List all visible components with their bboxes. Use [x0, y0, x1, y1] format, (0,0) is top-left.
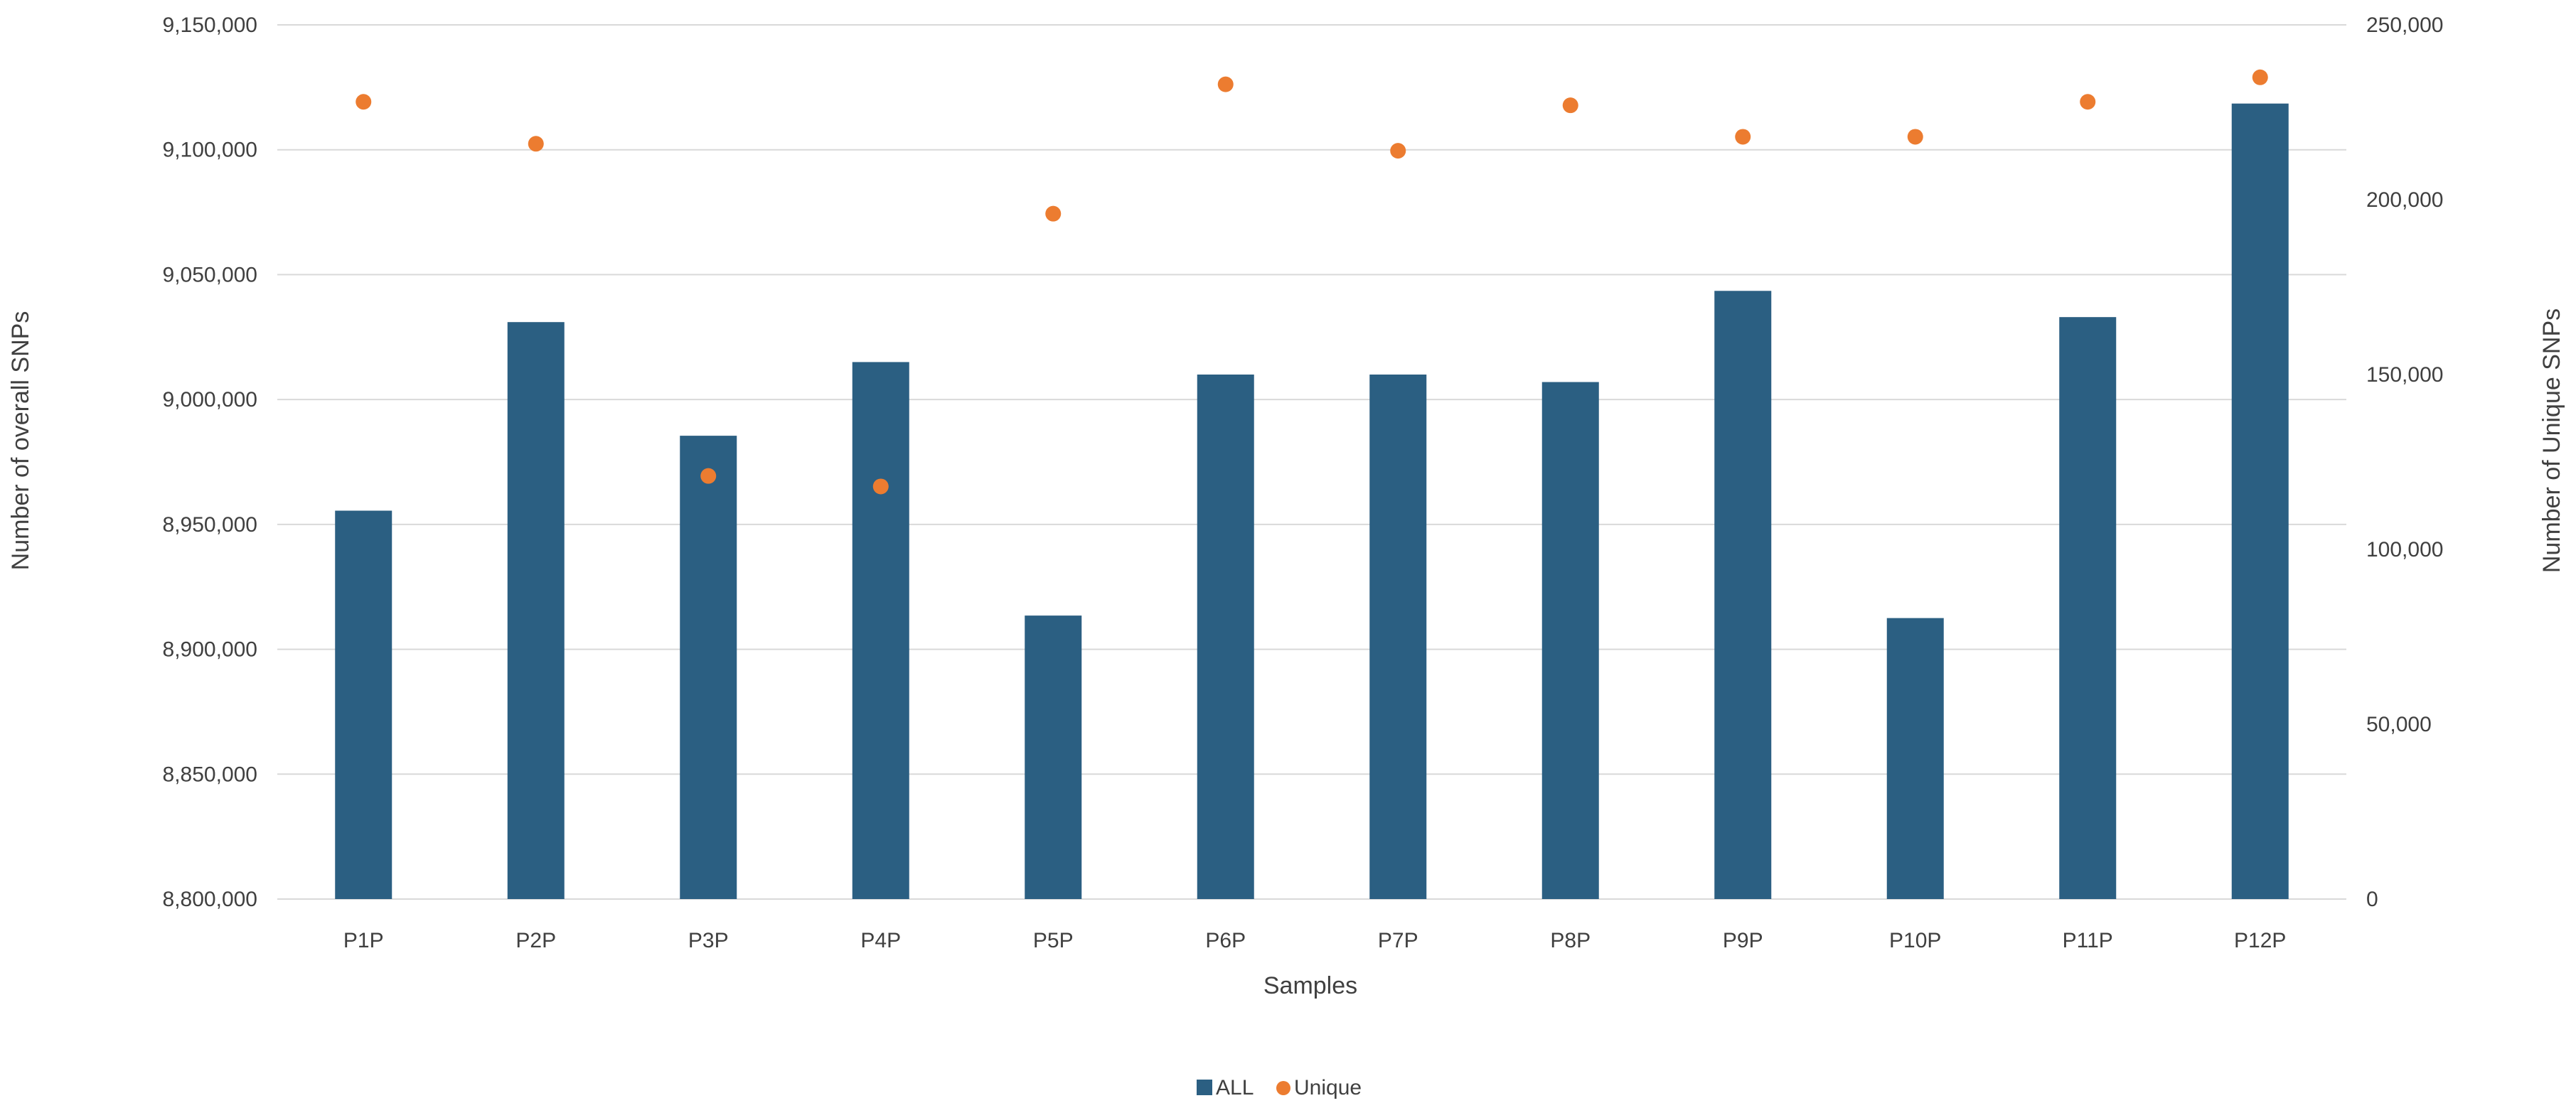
left-tick-label: 9,100,000 — [163, 139, 257, 162]
legend: ALL Unique — [1197, 1076, 1362, 1099]
point — [1562, 97, 1578, 114]
bar — [1197, 375, 1254, 899]
right-tick-label: 250,000 — [2366, 14, 2443, 37]
x-tick-label: P1P — [343, 929, 384, 952]
left-axis-ticks: 8,800,000 8,850,000 8,900,000 8,950,000 9,00… — [163, 14, 257, 911]
bar — [1369, 375, 1427, 899]
x-tick-label: P5P — [1033, 929, 1074, 952]
point — [872, 478, 889, 495]
x-tick-label: P2P — [515, 929, 556, 952]
bar — [852, 362, 909, 899]
x-tick-label: P11P — [2063, 929, 2113, 952]
point — [1045, 205, 1062, 222]
left-tick-label: 8,850,000 — [163, 763, 257, 786]
point — [2080, 94, 2096, 110]
x-tick-label: P9P — [1723, 929, 1763, 952]
bar — [1886, 618, 1944, 899]
legend-label-all: ALL — [1216, 1076, 1254, 1099]
legend-swatch-all — [1197, 1080, 1212, 1095]
x-tick-label: P10P — [1889, 929, 1941, 952]
bar-series-all — [335, 103, 2289, 900]
right-tick-label: 150,000 — [2366, 363, 2443, 387]
point — [528, 136, 544, 152]
point — [1390, 143, 1406, 159]
right-tick-label: 0 — [2366, 888, 2378, 911]
point — [1217, 76, 1234, 92]
x-tick-label: P6P — [1205, 929, 1246, 952]
bar — [1541, 382, 1599, 899]
legend-label-unique: Unique — [1294, 1076, 1362, 1099]
left-tick-label: 9,150,000 — [163, 14, 257, 37]
right-tick-label: 100,000 — [2366, 538, 2443, 561]
x-tick-label: P12P — [2234, 929, 2286, 952]
bar — [2059, 317, 2117, 900]
left-tick-label: 8,900,000 — [163, 638, 257, 662]
x-axis-ticks: P1P P2P P3P P4P P5P P6P P7P P8P P9P P10P P11P P12P — [343, 929, 2287, 952]
gridlines — [277, 24, 2346, 900]
left-tick-label: 9,050,000 — [163, 263, 257, 286]
x-tick-label: P8P — [1550, 929, 1591, 952]
point — [1907, 129, 1923, 145]
point — [700, 468, 717, 484]
x-axis-title: Samples — [1263, 972, 1357, 999]
scatter-series-unique — [356, 69, 2268, 495]
right-axis-ticks: 0 50,000 100,000 150,000 200,000 250,000 — [2366, 14, 2443, 911]
right-axis-title: Number of Unique SNPs — [2538, 308, 2565, 573]
right-tick-label: 50,000 — [2366, 713, 2432, 736]
x-tick-label: P7P — [1378, 929, 1418, 952]
x-tick-label: P3P — [688, 929, 729, 952]
right-tick-label: 200,000 — [2366, 188, 2443, 212]
left-tick-label: 8,800,000 — [163, 888, 257, 911]
bar — [507, 322, 565, 899]
bar — [335, 510, 392, 899]
bar — [2231, 103, 2289, 900]
bar — [1025, 615, 1082, 899]
left-tick-label: 8,950,000 — [163, 513, 257, 537]
point — [1735, 129, 1751, 145]
left-axis-title: Number of overall SNPs — [7, 311, 34, 571]
legend-swatch-unique — [1276, 1081, 1290, 1095]
bar — [680, 436, 737, 899]
point — [2252, 69, 2268, 85]
x-tick-label: P4P — [860, 929, 901, 952]
left-tick-label: 9,000,000 — [163, 388, 257, 412]
bar — [1714, 291, 1772, 899]
point — [356, 94, 372, 110]
